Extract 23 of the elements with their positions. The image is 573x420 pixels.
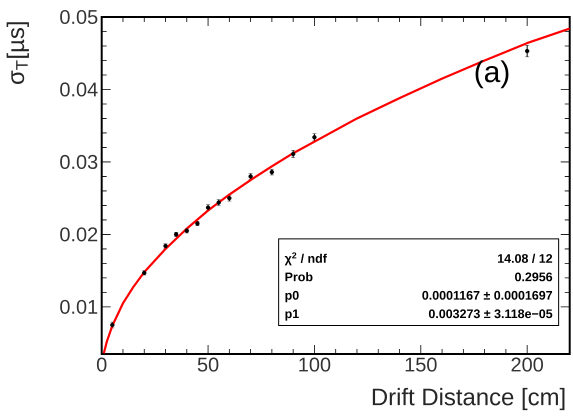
annotation: (a)	[476, 60, 508, 88]
point	[524, 48, 530, 54]
x-tick-label: 100	[299, 358, 330, 372]
y-tick-label: 0.05	[60, 10, 98, 24]
annotation: 0.2956	[515, 272, 552, 282]
y-tick-label: 0.02	[60, 227, 98, 242]
annotation: 14.08 / 12	[498, 254, 552, 264]
x-tick-label: 200	[512, 358, 543, 372]
annotation: 0.0001167 ± 0.0001697	[422, 290, 552, 300]
x-tick-label: 0	[96, 358, 106, 372]
y-tick-label: 0.01	[60, 300, 98, 314]
x-axis-title: Drift Distance [cm]	[372, 388, 564, 410]
y-tick-label: 0.04	[60, 82, 98, 97]
annotation: Prob	[285, 272, 312, 282]
x-tick-label: 150	[406, 358, 437, 372]
line-series	[102, 28, 570, 354]
annotation: χ$^{2}$ / ndf	[284, 252, 327, 266]
x-tick-label: 50	[198, 358, 218, 372]
annotation: 0.003273 ± 3.118e−05	[428, 309, 552, 318]
annotation: p1	[285, 309, 299, 321]
y-axis-title: σ$_{T}$[µs]	[6, 22, 29, 84]
annotation: p0	[285, 290, 299, 302]
y-tick-label: 0.03	[60, 154, 98, 169]
